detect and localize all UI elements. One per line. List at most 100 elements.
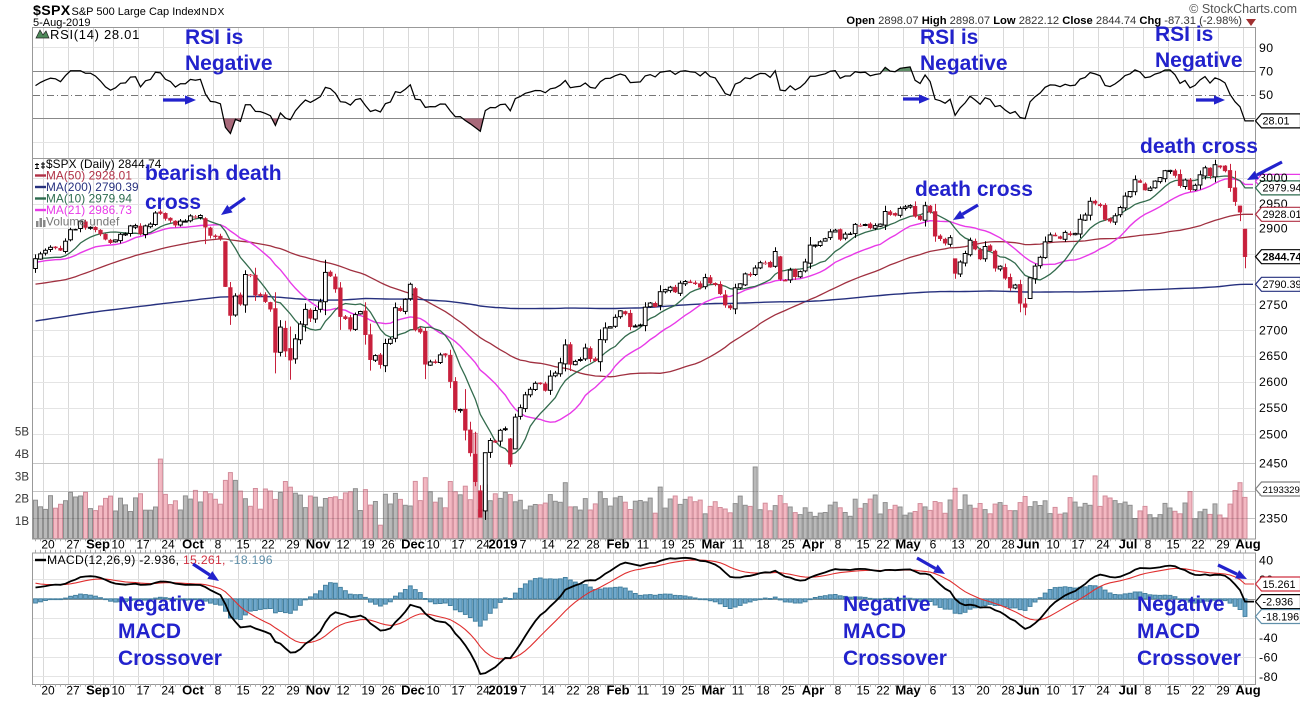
- svg-text:8: 8: [1145, 684, 1152, 698]
- svg-text:Mar: Mar: [701, 536, 724, 551]
- svg-text:26: 26: [381, 684, 395, 698]
- svg-text:-60: -60: [1259, 651, 1278, 665]
- svg-text:24: 24: [161, 684, 175, 698]
- svg-text:Mar: Mar: [701, 683, 724, 698]
- svg-text:10: 10: [111, 537, 125, 551]
- svg-text:19: 19: [361, 684, 375, 698]
- svg-text:15: 15: [236, 684, 250, 698]
- svg-text:© StockCharts.com: © StockCharts.com: [1189, 2, 1297, 16]
- svg-text:24: 24: [1096, 537, 1110, 551]
- svg-text:17: 17: [451, 537, 465, 551]
- svg-text:1B: 1B: [15, 516, 29, 528]
- svg-text:24: 24: [1096, 684, 1110, 698]
- svg-text:11: 11: [732, 537, 745, 551]
- svg-text:2600: 2600: [1259, 375, 1288, 389]
- svg-text:17: 17: [451, 684, 465, 698]
- svg-text:2450: 2450: [1259, 457, 1288, 471]
- svg-text:7: 7: [520, 684, 527, 698]
- svg-text:death cross: death cross: [1140, 135, 1258, 158]
- svg-text:20: 20: [41, 684, 55, 698]
- svg-text:-80: -80: [1259, 670, 1278, 684]
- svg-text:RSI is: RSI is: [1155, 23, 1213, 46]
- svg-text:14: 14: [541, 684, 555, 698]
- svg-text:20: 20: [41, 537, 55, 551]
- svg-text:25: 25: [781, 537, 795, 551]
- svg-text:11: 11: [637, 537, 650, 551]
- svg-text:8: 8: [1145, 537, 1152, 551]
- svg-text:8: 8: [215, 684, 222, 698]
- svg-text:Apr: Apr: [802, 536, 824, 551]
- svg-text:15.261: 15.261: [1263, 579, 1296, 591]
- svg-text:29: 29: [286, 684, 300, 698]
- svg-text:29: 29: [1216, 684, 1230, 698]
- svg-text:15: 15: [856, 537, 870, 551]
- svg-text:Feb: Feb: [606, 683, 629, 698]
- svg-text:22: 22: [566, 684, 580, 698]
- svg-text:2790.39: 2790.39: [1263, 279, 1300, 291]
- svg-text:10: 10: [1046, 684, 1060, 698]
- svg-text:2650: 2650: [1259, 349, 1288, 363]
- svg-text:Volume undef: Volume undef: [46, 215, 120, 229]
- svg-text:Negative: Negative: [843, 593, 931, 616]
- svg-text:15: 15: [236, 537, 250, 551]
- svg-text:Aug: Aug: [1235, 536, 1260, 551]
- svg-text:19: 19: [661, 684, 675, 698]
- svg-text:2700: 2700: [1259, 324, 1288, 338]
- svg-text:2019: 2019: [489, 536, 518, 551]
- svg-text:RSI is: RSI is: [185, 26, 243, 49]
- svg-text:INDX: INDX: [198, 7, 225, 18]
- svg-text:17: 17: [136, 684, 150, 698]
- svg-text:Nov: Nov: [306, 683, 331, 698]
- svg-text:Oct: Oct: [182, 683, 204, 698]
- svg-text:22: 22: [261, 537, 275, 551]
- svg-text:MACD: MACD: [1137, 620, 1200, 643]
- svg-text:8: 8: [835, 537, 842, 551]
- svg-text:2844.74: 2844.74: [1263, 252, 1300, 264]
- svg-text:22: 22: [261, 684, 275, 698]
- svg-text:2750: 2750: [1259, 298, 1288, 312]
- svg-text:28: 28: [1001, 684, 1015, 698]
- svg-text:29: 29: [286, 537, 300, 551]
- svg-text:Jul: Jul: [1119, 683, 1138, 698]
- svg-text:death cross: death cross: [915, 178, 1033, 201]
- svg-text:15: 15: [1166, 684, 1180, 698]
- svg-text:17: 17: [1071, 684, 1085, 698]
- svg-text:-18.196: -18.196: [1263, 611, 1300, 623]
- svg-text:Sep: Sep: [86, 536, 110, 551]
- svg-text:12: 12: [336, 684, 350, 698]
- svg-text:Dec: Dec: [401, 536, 425, 551]
- svg-text:Crossover: Crossover: [843, 647, 947, 670]
- svg-text:2500: 2500: [1259, 428, 1288, 442]
- svg-text:28.01: 28.01: [1263, 116, 1290, 128]
- svg-text:20: 20: [976, 537, 990, 551]
- svg-text:18: 18: [756, 537, 770, 551]
- svg-text:6: 6: [930, 684, 937, 698]
- svg-text:S&P 500 Large Cap Index: S&P 500 Large Cap Index: [72, 6, 200, 18]
- svg-text:Jun: Jun: [1016, 683, 1039, 698]
- svg-text:Negative: Negative: [1155, 49, 1243, 72]
- svg-text:8: 8: [215, 537, 222, 551]
- svg-text:28: 28: [586, 684, 600, 698]
- svg-text:2350: 2350: [1259, 512, 1288, 526]
- svg-text:Dec: Dec: [401, 683, 425, 698]
- svg-text:29: 29: [1216, 537, 1230, 551]
- svg-text:15: 15: [856, 684, 870, 698]
- svg-text:50: 50: [1259, 88, 1273, 102]
- svg-text:22: 22: [566, 537, 580, 551]
- svg-text:40: 40: [1259, 554, 1273, 568]
- svg-text:27: 27: [66, 684, 80, 698]
- svg-text:10: 10: [1046, 537, 1060, 551]
- svg-text:Jul: Jul: [1119, 536, 1138, 551]
- svg-text:2019: 2019: [489, 683, 518, 698]
- svg-text:Negative: Negative: [1137, 593, 1225, 616]
- svg-text:MACD(12,26,9) -2.936, 15.261,: MACD(12,26,9) -2.936, 15.261, -18.196: [47, 553, 273, 567]
- svg-text:May: May: [895, 683, 921, 698]
- svg-text:25: 25: [681, 684, 695, 698]
- svg-text:8: 8: [835, 684, 842, 698]
- svg-text:2B: 2B: [15, 494, 29, 506]
- svg-text:13: 13: [951, 537, 965, 551]
- svg-text:17: 17: [136, 537, 150, 551]
- svg-text:Oct: Oct: [182, 536, 204, 551]
- svg-text:15: 15: [1166, 537, 1180, 551]
- svg-text:10: 10: [426, 537, 440, 551]
